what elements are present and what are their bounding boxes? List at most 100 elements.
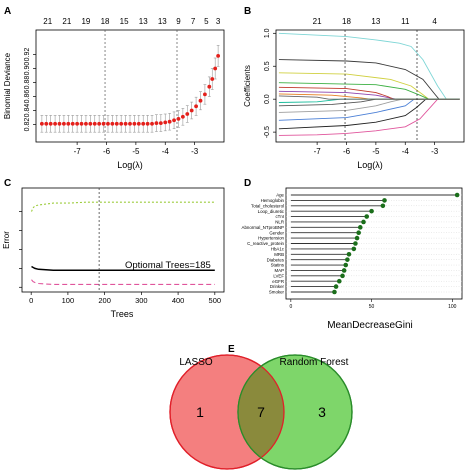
coefficient-path: [278, 86, 460, 100]
cv-point: [62, 121, 66, 126]
variable-label: cTnI: [275, 214, 284, 219]
y-tick-label: 0.82: [24, 118, 31, 132]
cv-point: [128, 121, 132, 126]
lollipop-head: [336, 278, 342, 284]
top-label: 11: [401, 17, 410, 26]
top-axis-labels: 21 18 13 11 4: [313, 17, 438, 26]
lollipop-head: [332, 289, 337, 295]
cv-point: [185, 112, 190, 116]
top-label: 13: [158, 17, 167, 26]
variable-label: Abnormal_NTproBNP: [242, 225, 285, 230]
error-curve: [31, 265, 215, 272]
top-label: 3: [216, 17, 221, 26]
top-label: 19: [81, 17, 90, 26]
venn-only-lasso-count: 1: [196, 404, 204, 420]
cv-point: [123, 121, 128, 126]
x-axis-ticks: -7 -6 -5 -4 -3: [314, 142, 439, 156]
variable-label: Smoker: [269, 290, 285, 295]
x-tick-label: -5: [132, 147, 140, 156]
variable-label: Statins: [271, 263, 285, 268]
coefficient-paths: [278, 32, 460, 136]
variable-label: LVEF: [273, 273, 284, 278]
variable-label: Hypertension: [258, 236, 284, 241]
cv-point: [141, 121, 146, 126]
cv-point: [198, 98, 203, 103]
y-tick-label: 0.88: [24, 76, 31, 90]
x-axis-label: Log(λ): [117, 160, 143, 170]
variable-label: Gender: [269, 230, 284, 235]
cv-point: [163, 120, 168, 125]
y-axis-ticks: -0.5 0.0 0.5 1.0: [264, 28, 276, 138]
gini-importance-chart: AgeHemoglobinTotal_cholesterolLoop_diure…: [242, 187, 463, 331]
panel-label-c: C: [4, 178, 11, 189]
x-tick-label: -7: [74, 147, 82, 156]
x-tick-label: 100: [62, 296, 75, 305]
cv-point: [92, 121, 97, 126]
x-axis-ticks: 0 100 200 300 400 500: [29, 292, 221, 305]
venn-rf-outline: [237, 354, 353, 470]
venn-lasso-label: LASSO: [179, 357, 213, 368]
cv-point: [84, 121, 88, 126]
x-tick-label: -4: [402, 147, 410, 156]
cv-point: [106, 121, 110, 126]
top-label: 21: [62, 17, 71, 26]
y-axis-label: Coefficients: [243, 65, 252, 107]
x-tick-label: 50: [369, 304, 375, 310]
top-label: 5: [204, 17, 209, 26]
cv-point: [57, 121, 62, 126]
cv-point: [203, 92, 207, 97]
top-label: 18: [101, 17, 110, 26]
y-axis-label: Error: [2, 231, 11, 249]
x-tick-label: 100: [448, 304, 457, 310]
lasso-cv-chart: 21 21 19 18 15 13 13 9 7 5 3 -7 -6 -5 -4 -3 0.820.840.…: [3, 17, 225, 170]
plot-frame: [35, 29, 225, 143]
coefficient-path: [278, 32, 460, 100]
cv-point: [216, 54, 221, 58]
cv-point: [75, 121, 80, 126]
variable-label: NLR: [275, 220, 284, 225]
coefficient-path: [278, 90, 460, 100]
top-label: 9: [176, 17, 181, 26]
variable-label: C_reactive_protein: [247, 241, 284, 246]
variable-label: eGFR: [272, 279, 284, 284]
plot-frame: [275, 29, 465, 143]
lollipop-head: [356, 230, 361, 236]
x-axis-label: Log(λ): [357, 160, 383, 170]
lollipop-head: [343, 262, 349, 268]
cv-point: [39, 121, 44, 126]
plot-frame: [21, 187, 225, 293]
venn-rf-label: Random Forest: [280, 357, 349, 368]
top-label: 15: [120, 17, 129, 26]
lollipop-head: [354, 235, 360, 241]
variable-label: Total_cholesterol: [251, 203, 284, 208]
lollipop-head: [369, 208, 374, 214]
panel-label-e: E: [228, 344, 235, 355]
top-label: 13: [139, 17, 148, 26]
cv-point: [167, 119, 172, 124]
lollipop-head: [345, 257, 350, 262]
x-tick-label: -5: [372, 147, 380, 156]
venn-overlap: [238, 355, 284, 469]
x-tick-label: 500: [209, 296, 222, 305]
lollipop-head: [380, 203, 386, 209]
coefficient-path: [278, 95, 460, 100]
error-curve: [30, 201, 215, 212]
lollipop-head: [351, 246, 357, 252]
variable-label: Hemoglobin: [261, 198, 285, 203]
reference-lines: [344, 30, 418, 142]
x-tick-label: -3: [431, 147, 439, 156]
cv-point: [48, 121, 53, 126]
y-tick-label: 1.0: [264, 28, 271, 38]
top-label: 18: [342, 17, 351, 26]
top-label: 4: [432, 17, 437, 26]
x-axis-label: Trees: [111, 309, 134, 319]
cv-point: [44, 121, 49, 126]
cv-point: [53, 121, 57, 126]
lollipop-head: [361, 219, 366, 225]
variable-label: MRB: [274, 252, 284, 257]
cv-point: [176, 117, 181, 121]
cv-point: [145, 121, 150, 126]
cv-point: [213, 66, 218, 71]
variable-label: Age: [276, 193, 284, 198]
lollipop-head: [353, 241, 358, 246]
